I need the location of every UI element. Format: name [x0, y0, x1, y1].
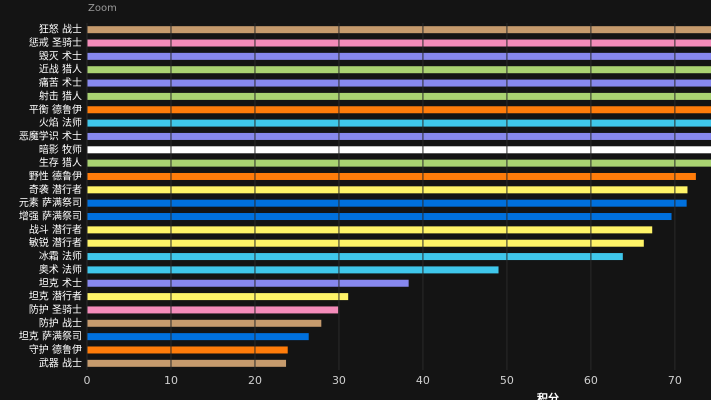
- bars: [87, 26, 711, 367]
- bar: [87, 186, 688, 194]
- y-tick-label: 冰霜 法师: [39, 250, 82, 263]
- bar: [87, 346, 288, 354]
- y-tick-label: 防护 战士: [39, 316, 82, 329]
- bar: [87, 52, 711, 60]
- bar: [87, 146, 711, 154]
- y-tick-label: 战斗 潜行者: [29, 223, 82, 236]
- y-tick-label: 恶魔学识 术士: [19, 129, 82, 142]
- y-tick-label: 狂怒 战士: [39, 23, 82, 36]
- bar: [87, 359, 287, 367]
- bar: [87, 266, 499, 274]
- bar: [87, 132, 711, 140]
- bar: [87, 199, 687, 207]
- x-tick-label: 30: [332, 374, 346, 387]
- y-tick-label: 奥术 法师: [39, 263, 82, 276]
- x-tick-label: 10: [164, 374, 178, 387]
- zoom-label: Zoom: [88, 3, 117, 14]
- y-tick-label: 平衡 德鲁伊: [29, 103, 82, 116]
- y-tick-label: 元素 萨满祭司: [19, 196, 82, 209]
- y-tick-label: 射击 猎人: [39, 89, 82, 102]
- x-tick-label: 70: [668, 374, 682, 387]
- bar: [87, 239, 644, 247]
- bar: [87, 333, 309, 341]
- y-tick-label: 近战 猎人: [39, 63, 82, 76]
- bar: [87, 26, 711, 34]
- y-tick-label: 毁灭 术士: [39, 49, 82, 62]
- y-tick-label: 奇袭 潜行者: [29, 183, 82, 196]
- y-tick-label: 坦克 术士: [39, 276, 82, 289]
- y-tick-label: 武器 战士: [39, 356, 82, 369]
- bar: [87, 319, 322, 327]
- bar: [87, 79, 711, 87]
- y-tick-label: 痛苦 术士: [39, 76, 82, 89]
- bar: [87, 159, 711, 167]
- x-tick-label: 0: [84, 374, 91, 387]
- y-tick-label: 生存 猎人: [39, 156, 82, 169]
- bar: [87, 66, 711, 74]
- bar: [87, 106, 711, 114]
- x-tick-label: 50: [500, 374, 514, 387]
- bar: [87, 293, 349, 301]
- x-axis-title: 积分: [537, 391, 559, 400]
- y-tick-label: 增强 萨满祭司: [19, 210, 82, 223]
- y-tick-label: 野性 德鲁伊: [29, 169, 82, 182]
- x-tick-label: 60: [584, 374, 598, 387]
- y-tick-label: 防护 圣骑士: [29, 303, 82, 316]
- y-tick-label: 坦克 萨满祭司: [19, 330, 82, 343]
- bar: [87, 213, 672, 221]
- bar: [87, 119, 711, 127]
- bar: [87, 306, 339, 314]
- y-tick-label: 敏锐 潜行者: [29, 236, 82, 249]
- y-tick-label: 火焰 法师: [39, 116, 82, 129]
- bar: [87, 39, 711, 47]
- bar: [87, 92, 711, 100]
- bar: [87, 226, 653, 234]
- y-tick-label: 暗影 牧师: [39, 143, 82, 156]
- y-tick-label: 坦克 潜行者: [29, 290, 82, 303]
- x-tick-label: 20: [248, 374, 262, 387]
- bar: [87, 279, 409, 287]
- bar: [87, 253, 623, 261]
- y-tick-label: 惩戒 圣骑士: [29, 36, 82, 49]
- y-tick-label: 守护 德鲁伊: [29, 343, 82, 356]
- bar: [87, 172, 696, 180]
- x-tick-label: 40: [416, 374, 430, 387]
